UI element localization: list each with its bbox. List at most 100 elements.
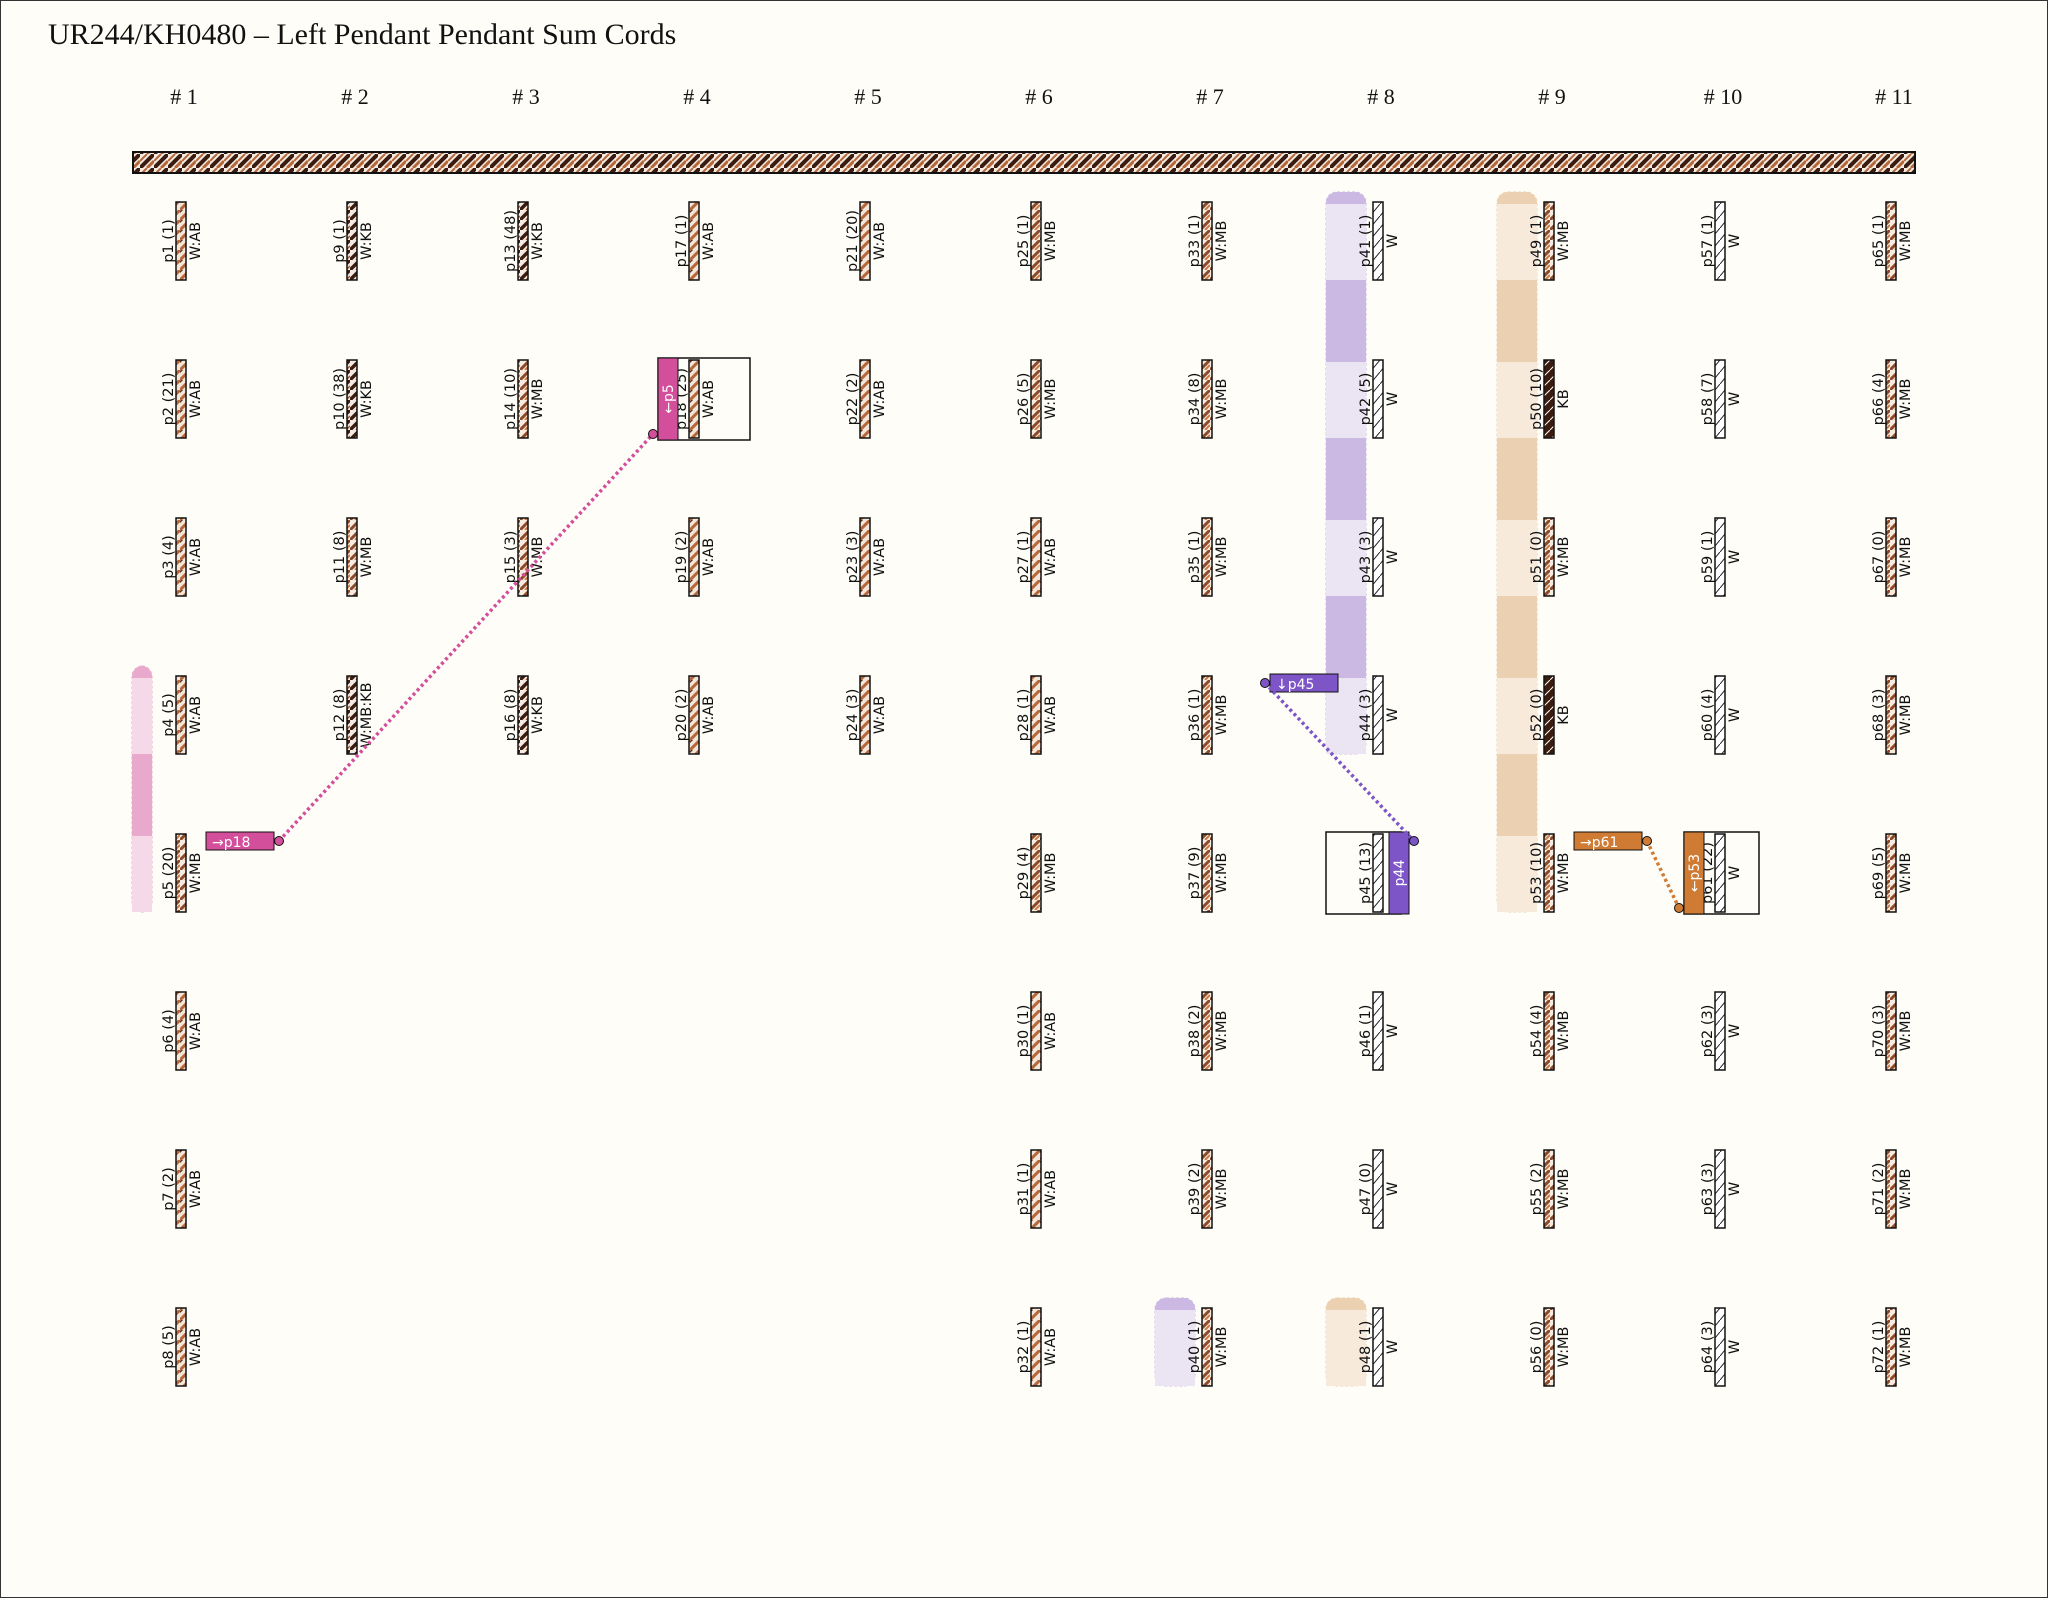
pendant-cord-p42[interactable]: p42 (5) W [1358,359,1401,439]
cord-swatch [1201,991,1213,1071]
pendant-cord-p69[interactable]: p69 (5) W:MB [1871,833,1914,913]
pendant-cord-p30[interactable]: p30 (1) W:AB [1016,991,1059,1071]
pendant-cord-p8[interactable]: p8 (5) W:AB [161,1307,204,1387]
pendant-cord-p18[interactable]: p18 (25) W:AB [674,359,717,439]
pendant-cord-p12[interactable]: p12 (8) W:MB:KB [332,675,375,755]
pendant-cord-p53[interactable]: p53 (10) W:MB [1529,833,1572,913]
pendant-cord-p35[interactable]: p35 (1) W:MB [1187,517,1230,597]
pendant-cord-p1[interactable]: p1 (1) W:AB [161,201,204,281]
pendant-cord-p26[interactable]: p26 (5) W:MB [1016,359,1059,439]
pendant-cord-p29[interactable]: p29 (4) W:MB [1016,833,1059,913]
pendant-cord-p17[interactable]: p17 (1) W:AB [674,201,717,281]
pendant-cord-p7[interactable]: p7 (2) W:AB [161,1149,204,1229]
pendant-cord-p5[interactable]: p5 (20) W:MB [161,833,204,913]
column-header: # 5 [854,84,882,109]
pendant-cord-p59[interactable]: p59 (1) W [1700,517,1743,597]
sum-source-tag[interactable] [657,357,679,441]
pendant-cord-p63[interactable]: p63 (3) W [1700,1149,1743,1229]
cord-swatch [1201,675,1213,755]
sum-source-tag[interactable] [1388,831,1410,915]
pendant-cord-p36[interactable]: p36 (1) W:MB [1187,675,1230,755]
pendant-cord-p6[interactable]: p6 (4) W:AB [161,991,204,1071]
pendant-cord-p49[interactable]: p49 (1) W:MB [1529,201,1572,281]
pendant-cord-p4[interactable]: p4 (5) W:AB [161,675,204,755]
pendant-cord-p61[interactable]: p61 (22) W [1700,833,1743,913]
pendant-cord-p66[interactable]: p66 (4) W:MB [1871,359,1914,439]
pendant-cord-p44[interactable]: p44 (3) W [1358,675,1401,755]
pendant-cord-p21[interactable]: p21 (20) W:AB [845,201,888,281]
cord-color-label: W [1727,1182,1743,1196]
pendant-cord-p24[interactable]: p24 (3) W:AB [845,675,888,755]
cord-label: p30 (1) [1016,1005,1032,1058]
pendant-cord-p38[interactable]: p38 (2) W:MB [1187,991,1230,1071]
cord-label: p15 (3) [503,531,519,584]
pendant-cord-p57[interactable]: p57 (1) W [1700,201,1743,281]
pendant-cord-p46[interactable]: p46 (1) W [1358,991,1401,1071]
pendant-cord-p27[interactable]: p27 (1) W:AB [1016,517,1059,597]
pendant-cord-p20[interactable]: p20 (2) W:AB [674,675,717,755]
pendant-cord-p19[interactable]: p19 (2) W:AB [674,517,717,597]
pendant-cord-p34[interactable]: p34 (8) W:MB [1187,359,1230,439]
pendant-cord-p9[interactable]: p9 (1) W:KB [332,201,375,281]
cord-label: p50 (10) [1529,368,1545,430]
pendant-cord-p72[interactable]: p72 (1) W:MB [1871,1307,1914,1387]
sum-group-band-cell [1497,836,1537,912]
cord-color-label: W:AB [872,538,888,576]
cord-color-label: W:AB [1043,696,1059,734]
cord-swatch [1714,675,1726,755]
pendant-cord-p65[interactable]: p65 (1) W:MB [1871,201,1914,281]
sum-group-band-cell [1326,520,1366,596]
pendant-cord-p23[interactable]: p23 (3) W:AB [845,517,888,597]
cord-label: p56 (0) [1529,1321,1545,1374]
pendant-cord-p3[interactable]: p3 (4) W:AB [161,517,204,597]
pendant-cord-p48[interactable]: p48 (1) W [1358,1307,1401,1387]
pendant-cord-p41[interactable]: p41 (1) W [1358,201,1401,281]
pendant-cord-p13[interactable]: p13 (48) W:KB [503,201,546,281]
pendant-cord-p33[interactable]: p33 (1) W:MB [1187,201,1230,281]
pendant-cord-p39[interactable]: p39 (2) W:MB [1187,1149,1230,1229]
pendant-cord-p71[interactable]: p71 (2) W:MB [1871,1149,1914,1229]
cord-label: p28 (1) [1016,689,1032,742]
pendant-cord-p31[interactable]: p31 (1) W:AB [1016,1149,1059,1229]
cord-label: p27 (1) [1016,531,1032,584]
pendant-cord-p62[interactable]: p62 (3) W [1700,991,1743,1071]
cord-color-label: W:AB [701,380,717,418]
column-header: # 6 [1025,84,1053,109]
pendant-cord-p64[interactable]: p64 (3) W [1700,1307,1743,1387]
cord-color-label: W:MB [1214,379,1230,420]
pendant-cord-p16[interactable]: p16 (8) W:KB [503,675,546,755]
pendant-cord-p37[interactable]: p37 (9) W:MB [1187,833,1230,913]
pendant-cord-p52[interactable]: p52 (0) KB [1529,675,1572,755]
pendant-cord-p22[interactable]: p22 (2) W:AB [845,359,888,439]
cord-label: p25 (1) [1016,215,1032,268]
pendant-cord-p56[interactable]: p56 (0) W:MB [1529,1307,1572,1387]
sum-source-tag[interactable] [1683,831,1705,915]
cord-swatch [517,517,529,597]
pendant-cord-p68[interactable]: p68 (3) W:MB [1871,675,1914,755]
pendant-cord-p25[interactable]: p25 (1) W:MB [1016,201,1059,281]
pendant-cord-p40[interactable]: p40 (1) W:MB [1187,1307,1230,1387]
pendant-cord-p51[interactable]: p51 (0) W:MB [1529,517,1572,597]
pendant-cord-p54[interactable]: p54 (4) W:MB [1529,991,1572,1071]
pendant-cord-p11[interactable]: p11 (8) W:MB [332,517,375,597]
cord-color-label: W:AB [188,696,204,734]
pendant-cord-p55[interactable]: p55 (2) W:MB [1529,1149,1572,1229]
pendant-cord-p60[interactable]: p60 (4) W [1700,675,1743,755]
cord-color-label: W [1727,866,1743,880]
cord-label: p64 (3) [1700,1321,1716,1374]
pendant-cord-p58[interactable]: p58 (7) W [1700,359,1743,439]
pendant-cord-p32[interactable]: p32 (1) W:AB [1016,1307,1059,1387]
column-header: # 3 [512,84,540,109]
pendant-cord-p50[interactable]: p50 (10) KB [1529,359,1572,439]
pendant-cord-p45[interactable]: p45 (13) [1358,833,1384,913]
pendant-cord-p67[interactable]: p67 (0) W:MB [1871,517,1914,597]
pendant-cord-p2[interactable]: p2 (21) W:AB [161,359,204,439]
pendant-cord-p43[interactable]: p43 (3) W [1358,517,1401,597]
pendant-cord-p47[interactable]: p47 (0) W [1358,1149,1401,1229]
pendant-cord-p14[interactable]: p14 (10) W:MB [503,359,546,439]
pendant-cord-p70[interactable]: p70 (3) W:MB [1871,991,1914,1071]
pendant-cord-p15[interactable]: p15 (3)W:MB [503,517,546,597]
pendant-cord-p28[interactable]: p28 (1) W:AB [1016,675,1059,755]
sum-group-band-cell [1326,1310,1366,1386]
pendant-cord-p10[interactable]: p10 (38) W:KB [332,359,375,439]
